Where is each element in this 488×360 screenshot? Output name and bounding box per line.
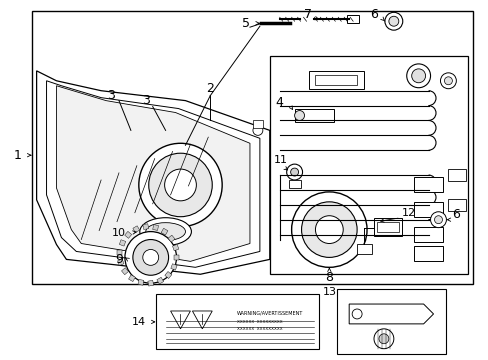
Bar xyxy=(133,226,140,233)
Bar xyxy=(376,222,398,231)
Text: 2: 2 xyxy=(206,82,214,95)
Bar xyxy=(155,294,319,349)
Bar xyxy=(119,240,125,246)
Ellipse shape xyxy=(145,223,185,240)
Text: 3: 3 xyxy=(142,94,149,107)
Bar xyxy=(269,56,468,274)
Circle shape xyxy=(315,216,343,243)
Circle shape xyxy=(301,202,356,257)
Bar xyxy=(294,109,334,122)
Text: 5: 5 xyxy=(242,17,249,30)
Polygon shape xyxy=(46,81,259,267)
Text: 14: 14 xyxy=(131,317,145,327)
Circle shape xyxy=(434,216,442,224)
Text: 7: 7 xyxy=(303,8,311,21)
Bar xyxy=(413,227,443,242)
Bar xyxy=(170,264,177,270)
Circle shape xyxy=(291,192,366,267)
Text: XXXXXX  XXXXXXXXX: XXXXXX XXXXXXXXX xyxy=(237,320,282,324)
Circle shape xyxy=(164,169,196,201)
Circle shape xyxy=(133,239,168,275)
Polygon shape xyxy=(348,304,433,324)
Bar xyxy=(172,244,179,251)
Text: 4: 4 xyxy=(275,96,283,109)
Ellipse shape xyxy=(140,218,191,246)
Bar xyxy=(174,255,179,260)
Bar xyxy=(356,244,371,255)
Bar xyxy=(161,228,167,235)
Bar xyxy=(373,218,401,235)
Bar xyxy=(152,225,158,230)
Text: 13: 13 xyxy=(322,287,336,297)
Text: 3: 3 xyxy=(107,89,115,102)
Polygon shape xyxy=(192,311,212,329)
Circle shape xyxy=(351,309,361,319)
Circle shape xyxy=(139,143,222,227)
Bar xyxy=(413,202,443,217)
Bar xyxy=(447,169,466,181)
Bar xyxy=(142,224,148,230)
Circle shape xyxy=(290,168,298,176)
Bar xyxy=(288,180,300,188)
Circle shape xyxy=(384,12,402,30)
Circle shape xyxy=(444,77,451,85)
Circle shape xyxy=(148,153,212,217)
Bar xyxy=(168,235,175,242)
Bar xyxy=(118,259,124,265)
Circle shape xyxy=(406,64,429,88)
Bar xyxy=(337,289,446,354)
Text: 1: 1 xyxy=(14,149,21,162)
Bar xyxy=(138,279,143,285)
Circle shape xyxy=(429,212,446,228)
Circle shape xyxy=(286,164,302,180)
Bar xyxy=(413,247,443,261)
Text: WARNING/AVERTISSEMENT: WARNING/AVERTISSEMENT xyxy=(237,310,303,315)
Text: 6: 6 xyxy=(369,8,377,21)
Circle shape xyxy=(294,111,304,121)
Circle shape xyxy=(252,125,263,135)
Bar xyxy=(128,275,135,282)
Circle shape xyxy=(124,231,176,283)
Bar xyxy=(32,11,472,284)
Bar xyxy=(121,268,128,275)
Bar xyxy=(447,199,466,211)
Bar xyxy=(252,121,263,129)
Bar xyxy=(147,280,153,286)
Text: 10: 10 xyxy=(112,228,126,238)
Bar xyxy=(157,277,163,284)
Bar xyxy=(164,271,171,279)
Polygon shape xyxy=(37,71,269,274)
Text: 6: 6 xyxy=(451,208,459,221)
Circle shape xyxy=(378,334,388,344)
Text: 8: 8 xyxy=(325,271,333,284)
Circle shape xyxy=(373,329,393,349)
Polygon shape xyxy=(56,86,249,261)
Text: XXXXXX  XXXXXXXXX: XXXXXX XXXXXXXXX xyxy=(237,327,282,331)
Bar xyxy=(309,71,364,89)
Circle shape xyxy=(142,249,158,265)
Circle shape xyxy=(388,16,398,26)
Text: 12: 12 xyxy=(401,208,415,218)
Circle shape xyxy=(440,73,455,89)
Bar xyxy=(315,75,356,85)
Bar xyxy=(413,177,443,192)
Bar xyxy=(124,231,131,238)
Circle shape xyxy=(411,69,425,83)
Bar xyxy=(117,250,122,255)
Polygon shape xyxy=(170,311,190,329)
Text: 9: 9 xyxy=(115,253,122,266)
Bar xyxy=(346,15,358,23)
Text: 11: 11 xyxy=(273,155,287,165)
